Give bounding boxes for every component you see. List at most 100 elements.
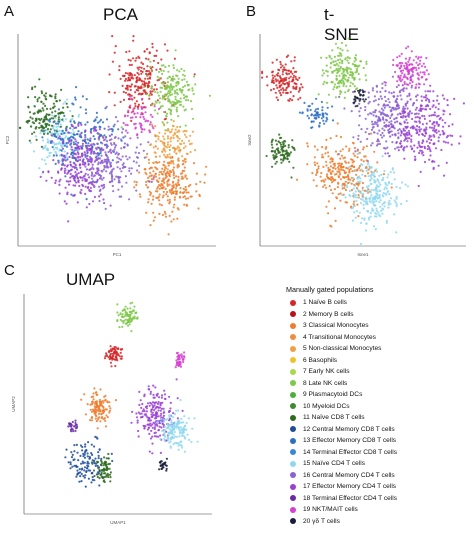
data-point bbox=[182, 187, 185, 190]
data-point bbox=[403, 81, 406, 84]
data-point bbox=[166, 143, 169, 146]
data-point bbox=[288, 77, 291, 80]
data-point bbox=[276, 98, 280, 102]
data-point bbox=[322, 83, 325, 86]
data-point bbox=[348, 67, 351, 70]
data-point bbox=[273, 157, 276, 160]
data-point bbox=[389, 135, 392, 138]
data-point bbox=[43, 129, 46, 132]
data-point bbox=[354, 54, 357, 57]
data-point bbox=[69, 160, 72, 164]
data-point bbox=[153, 427, 156, 431]
data-point bbox=[57, 161, 60, 164]
data-point bbox=[321, 106, 324, 109]
data-point bbox=[405, 145, 408, 148]
data-point bbox=[157, 435, 160, 438]
data-point bbox=[29, 116, 32, 119]
data-point bbox=[38, 110, 41, 113]
legend-swatch bbox=[290, 495, 296, 502]
data-point bbox=[388, 199, 391, 202]
data-point bbox=[291, 99, 294, 102]
data-point bbox=[164, 145, 167, 148]
data-point bbox=[142, 424, 145, 427]
data-point bbox=[287, 84, 290, 87]
data-point bbox=[101, 416, 104, 419]
data-point bbox=[369, 182, 372, 185]
data-point bbox=[108, 411, 111, 414]
data-point bbox=[388, 91, 391, 94]
data-point bbox=[158, 406, 161, 409]
data-point bbox=[374, 99, 377, 102]
data-point bbox=[414, 128, 417, 131]
data-point bbox=[442, 125, 445, 128]
data-point bbox=[361, 189, 364, 192]
data-point bbox=[175, 364, 178, 367]
data-point bbox=[176, 74, 179, 78]
data-point bbox=[148, 131, 152, 134]
data-point bbox=[124, 135, 127, 138]
data-point bbox=[183, 69, 186, 72]
data-point bbox=[91, 163, 94, 166]
data-point bbox=[67, 461, 70, 464]
data-point bbox=[335, 74, 338, 78]
data-point bbox=[80, 188, 83, 192]
data-point bbox=[169, 191, 172, 194]
data-point bbox=[361, 186, 364, 189]
data-point bbox=[407, 129, 411, 132]
data-point bbox=[406, 121, 409, 124]
data-point bbox=[375, 84, 378, 87]
data-point bbox=[115, 356, 118, 359]
data-point bbox=[119, 176, 122, 179]
data-point bbox=[316, 170, 319, 173]
data-point bbox=[53, 143, 56, 146]
data-point bbox=[115, 350, 118, 354]
data-point bbox=[417, 184, 420, 188]
data-point bbox=[193, 417, 196, 420]
data-point bbox=[271, 165, 274, 168]
data-point bbox=[46, 156, 49, 159]
data-point bbox=[152, 384, 155, 387]
data-point bbox=[176, 217, 179, 220]
data-point bbox=[145, 57, 148, 60]
data-point bbox=[169, 83, 173, 86]
data-point bbox=[103, 166, 106, 169]
data-point bbox=[149, 73, 152, 76]
data-point bbox=[406, 107, 409, 110]
data-point bbox=[100, 471, 103, 474]
data-point bbox=[167, 434, 170, 437]
data-point bbox=[154, 83, 157, 87]
data-point bbox=[194, 149, 197, 152]
data-point bbox=[337, 168, 341, 171]
data-point bbox=[104, 153, 107, 156]
legend-label: 10 Myeloid DCs bbox=[303, 402, 350, 410]
data-point bbox=[376, 90, 379, 93]
data-point bbox=[392, 63, 395, 67]
data-point bbox=[423, 96, 426, 99]
data-point bbox=[91, 459, 94, 462]
data-point bbox=[365, 145, 368, 148]
data-point bbox=[348, 170, 351, 173]
data-point bbox=[369, 132, 373, 135]
data-point bbox=[315, 173, 318, 176]
data-point bbox=[92, 135, 95, 138]
data-point bbox=[161, 196, 164, 199]
data-point bbox=[415, 55, 418, 58]
data-point bbox=[113, 148, 116, 151]
data-point bbox=[370, 172, 373, 175]
data-point bbox=[92, 175, 95, 178]
data-point bbox=[383, 201, 386, 204]
data-point bbox=[177, 175, 180, 178]
data-point bbox=[130, 167, 133, 170]
data-point bbox=[127, 78, 130, 82]
data-point bbox=[77, 172, 80, 175]
data-point bbox=[166, 121, 169, 124]
data-point bbox=[416, 115, 419, 119]
data-point bbox=[164, 129, 167, 132]
data-point bbox=[46, 127, 50, 131]
data-point bbox=[143, 83, 146, 86]
data-point bbox=[321, 153, 324, 156]
data-point bbox=[152, 219, 155, 222]
data-point bbox=[369, 191, 372, 194]
data-point bbox=[375, 195, 378, 198]
